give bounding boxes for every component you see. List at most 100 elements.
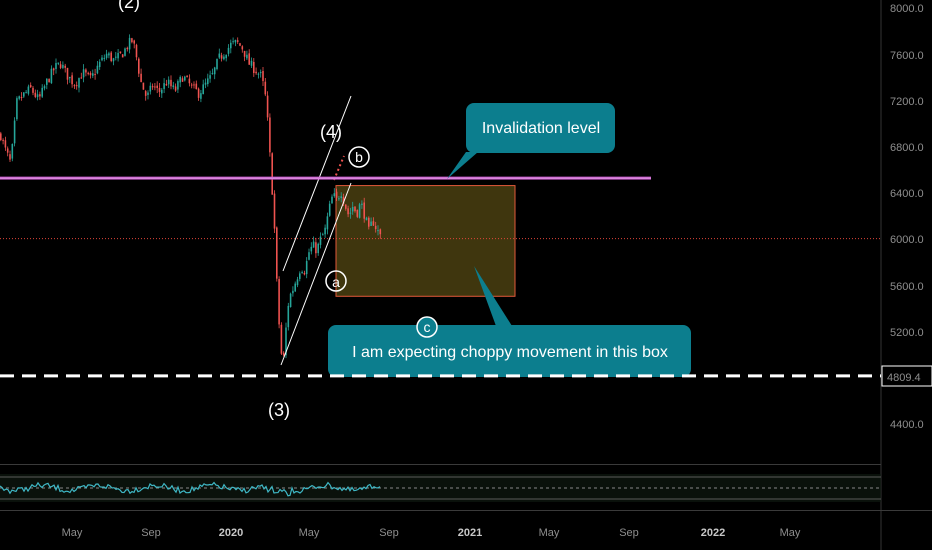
candle — [289, 293, 292, 308]
projected-path — [333, 155, 345, 181]
candle — [124, 48, 126, 56]
candle — [20, 96, 23, 98]
y-tick-label: 6400.0 — [890, 188, 924, 200]
candle — [156, 85, 158, 88]
candle — [135, 44, 138, 58]
candle — [312, 241, 315, 248]
candle — [32, 87, 34, 93]
candle — [331, 196, 333, 204]
candle — [259, 72, 262, 74]
candle — [328, 203, 331, 216]
candle — [285, 327, 287, 356]
candle — [257, 73, 260, 75]
channel-line-lower[interactable] — [280, 182, 352, 366]
wave-label-3: (3) — [268, 400, 290, 420]
candle — [158, 88, 161, 92]
candle — [96, 65, 99, 74]
candle — [294, 283, 296, 292]
candle — [305, 261, 308, 275]
candle — [340, 196, 342, 199]
channel-line-upper[interactable] — [282, 95, 352, 272]
y-tick-label: 5200.0 — [890, 327, 924, 339]
choppy-callout-text: I am expecting choppy movement in this b… — [352, 344, 668, 361]
candle — [361, 203, 363, 205]
x-tick-label: May — [299, 527, 320, 539]
choppy-callout[interactable]: I am expecting choppy movement in this b… — [328, 266, 691, 377]
candle — [207, 78, 209, 85]
circled-label-c: c — [416, 316, 438, 338]
candle — [282, 352, 285, 356]
x-tick-label: Sep — [619, 527, 639, 539]
candle — [87, 72, 89, 74]
y-axis: 8000.0 7600.0 7200.0 6800.0 6400.0 6000.… — [890, 3, 924, 431]
candle — [234, 39, 237, 43]
x-tick-label: May — [780, 527, 801, 539]
x-tick-label: Sep — [379, 527, 399, 539]
invalidation-callout[interactable]: Invalidation level — [447, 103, 615, 179]
candle — [303, 272, 306, 275]
candle — [200, 93, 202, 99]
x-tick-label: 2020 — [219, 527, 243, 539]
candle — [232, 41, 234, 43]
candle — [52, 68, 55, 71]
candle — [89, 73, 92, 76]
candle — [269, 117, 271, 153]
candle — [204, 82, 207, 85]
candle — [181, 78, 184, 82]
candle — [66, 67, 69, 80]
candle — [75, 85, 78, 87]
candle — [117, 52, 119, 59]
candle — [126, 47, 129, 50]
candle — [94, 73, 96, 75]
y-tick-label: 7600.0 — [890, 50, 924, 62]
candle — [246, 54, 248, 59]
candle — [64, 65, 66, 68]
candle — [317, 243, 319, 254]
y-tick-label: 8000.0 — [890, 3, 924, 15]
candle — [174, 86, 177, 91]
candle — [110, 52, 112, 62]
candle — [161, 89, 163, 94]
candle — [82, 69, 85, 78]
invalidation-callout-text: Invalidation level — [482, 120, 600, 137]
candle — [48, 79, 50, 83]
candle — [338, 198, 340, 200]
y-tick-label: 4400.0 — [890, 419, 924, 431]
candle — [11, 144, 14, 159]
y-tick-label: 6800.0 — [890, 142, 924, 154]
candle — [149, 85, 152, 92]
candle — [310, 246, 313, 252]
x-tick-label: 2022 — [701, 527, 725, 539]
candle — [142, 82, 145, 90]
candle — [333, 193, 336, 197]
candle — [186, 75, 188, 77]
candle — [250, 60, 253, 66]
candle — [239, 43, 241, 46]
candle — [131, 38, 133, 43]
candle — [25, 92, 27, 94]
oscillator-pane — [0, 474, 881, 502]
candle — [377, 230, 379, 232]
price-label-box: 4809.4 — [881, 365, 932, 387]
candle — [112, 58, 115, 62]
candle — [319, 236, 322, 245]
candle — [349, 212, 352, 214]
candle — [216, 58, 218, 70]
candle — [236, 40, 239, 42]
oscillator-line — [0, 481, 381, 497]
candle — [57, 62, 60, 64]
candle — [177, 81, 179, 90]
candle — [6, 148, 9, 153]
candle — [213, 67, 216, 75]
candle — [121, 54, 124, 58]
candle — [335, 191, 338, 198]
candle — [170, 79, 172, 87]
choppy-movement-box[interactable] — [335, 185, 516, 297]
x-tick-label: 2021 — [458, 527, 482, 539]
candle — [209, 75, 211, 79]
candle — [128, 37, 131, 50]
candle — [36, 94, 39, 98]
candle — [280, 324, 283, 354]
candle — [322, 234, 324, 236]
